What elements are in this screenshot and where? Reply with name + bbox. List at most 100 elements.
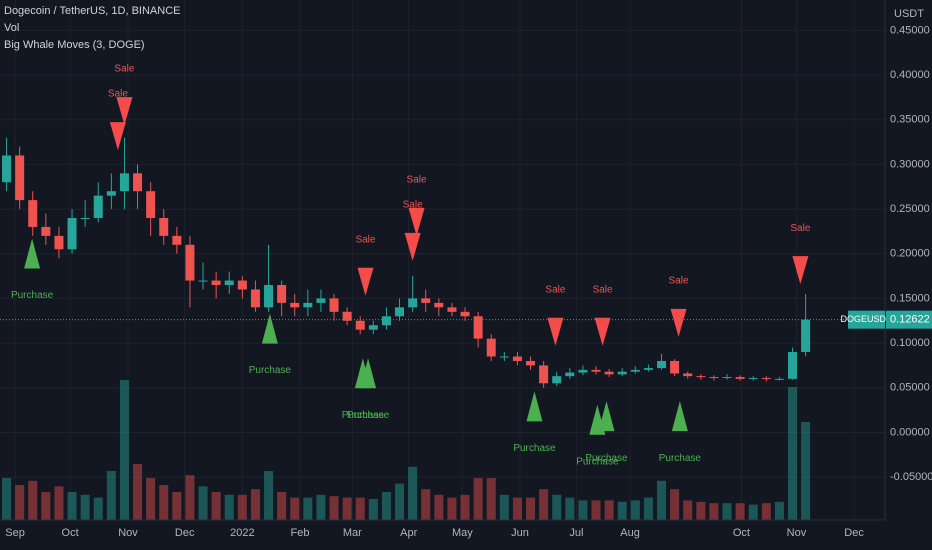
volume-bar (709, 503, 719, 520)
purchase-label: Purchase (347, 410, 390, 421)
candle-body (657, 360, 667, 369)
candle-body (788, 352, 798, 379)
volume-bar (591, 500, 601, 520)
volume-bar (748, 504, 758, 520)
x-tick-label: Jun (511, 527, 529, 539)
y-tick-label: 0.45000 (890, 24, 930, 36)
candle-body (709, 377, 719, 379)
volume-bar (722, 503, 732, 520)
volume-bar (539, 489, 549, 520)
candle-body (264, 285, 274, 308)
volume-bar (93, 497, 103, 520)
y-tick-label: 0.20000 (890, 248, 930, 260)
volume-bar (552, 494, 562, 520)
volume-bar (499, 494, 509, 520)
candle-body (159, 218, 169, 236)
candle-body (565, 372, 575, 377)
purchase-label: Purchase (585, 453, 628, 464)
price-badge (886, 310, 932, 329)
sale-arrow (404, 232, 421, 261)
volume-bar (643, 497, 653, 520)
candle-body (617, 371, 627, 375)
volume-bar (355, 497, 365, 520)
sale-arrow (547, 317, 564, 346)
volume-bar (303, 497, 313, 520)
volume-bar (133, 464, 143, 520)
volume-bar (224, 494, 234, 520)
candle-body (106, 191, 116, 196)
candle-body (722, 377, 732, 379)
sale-label: Sale (593, 284, 613, 295)
candle-body (316, 298, 326, 303)
volume-bar (250, 489, 260, 520)
volume-legend[interactable]: Vol (4, 22, 19, 34)
candle-body (643, 368, 653, 370)
volume-bar (630, 500, 640, 520)
sale-arrow (116, 97, 133, 126)
volume-bar (526, 497, 536, 520)
purchase-label: Purchase (342, 410, 385, 421)
volume-bar (277, 492, 287, 520)
grid (0, 0, 885, 520)
x-tick-label: Sep (5, 527, 25, 539)
purchase-arrow (360, 358, 377, 389)
purchase-label: Purchase (513, 443, 556, 454)
sale-arrow (109, 122, 126, 151)
candle-body (512, 356, 522, 361)
candle-body (277, 285, 287, 303)
candle-body (801, 319, 811, 353)
sale-label: Sale (108, 89, 128, 100)
candle-body (460, 311, 470, 317)
candle-body (41, 226, 51, 236)
symbol-title[interactable]: Dogecoin / TetherUS, 1D, BINANCE (4, 5, 180, 17)
currency-bg (886, 4, 932, 24)
volume-bar (41, 492, 51, 520)
candle-body (774, 378, 784, 380)
y-tick-label: 0.10000 (890, 337, 930, 349)
volume-bar (264, 471, 274, 520)
volume-bar (788, 387, 798, 520)
indicator-legend[interactable]: Big Whale Moves (3, DOGE) (4, 39, 145, 51)
purchase-arrow (671, 401, 688, 432)
x-tick-label: Aug (620, 527, 640, 539)
candle-body (93, 195, 103, 219)
volume-layer (2, 380, 811, 520)
candle-body (526, 360, 536, 366)
candle-body (15, 155, 25, 201)
y-tick-label: 0.25000 (890, 203, 930, 215)
candle-body (748, 377, 758, 379)
candle-body (408, 298, 418, 308)
volume-bar (368, 499, 378, 520)
sale-arrow (792, 256, 809, 285)
candle-body (198, 280, 208, 282)
volume-bar (761, 503, 771, 520)
candle-body (250, 289, 260, 308)
volume-bar (119, 380, 129, 520)
volume-bar (15, 485, 25, 520)
candle-body (683, 373, 693, 377)
x-tick-label: Dec (175, 527, 195, 539)
candle-body (578, 369, 588, 373)
candle-body (552, 376, 562, 384)
candle-body (735, 377, 745, 379)
candle-body (80, 218, 90, 220)
candle-body (54, 235, 64, 250)
candle-layer (2, 137, 811, 388)
sale-arrow (357, 267, 374, 296)
x-tick-label: Nov (787, 527, 807, 539)
x-tick-label: Mar (343, 527, 362, 539)
candle-body (761, 377, 771, 379)
symbol-label: DOGEUSDT (840, 314, 892, 324)
candle-body (172, 235, 182, 245)
candle-body (329, 298, 339, 312)
x-tick-label: Oct (733, 527, 750, 539)
candle-body (368, 325, 378, 330)
candle-body (630, 369, 640, 372)
volume-bar (696, 501, 706, 520)
purchase-label: Purchase (11, 290, 54, 301)
volume-bar (54, 486, 64, 520)
candle-body (604, 371, 614, 375)
axis-layer: 0.45000 0.40000 0.35000 0.30000 0.25000 0.200… (0, 24, 932, 539)
